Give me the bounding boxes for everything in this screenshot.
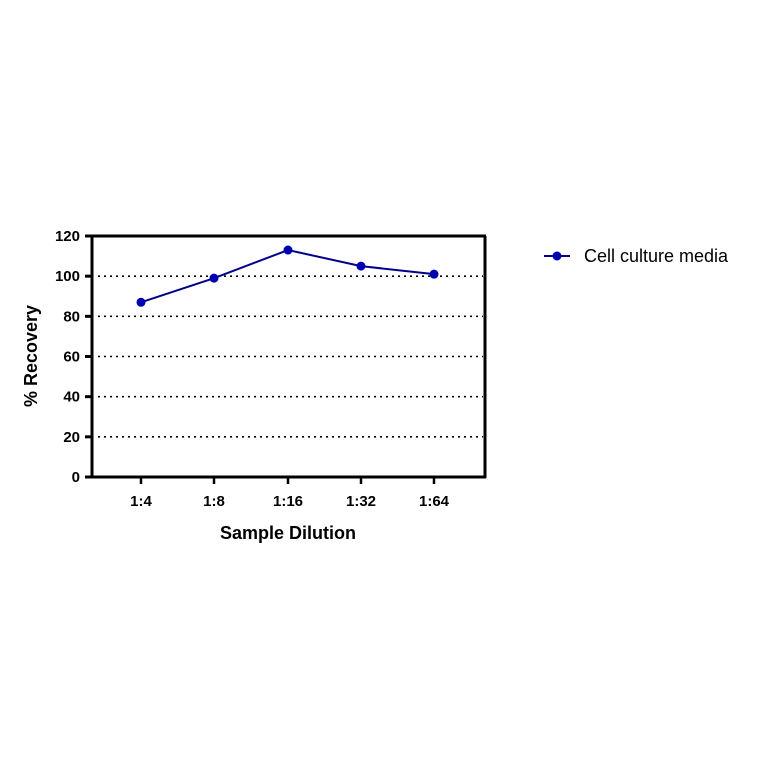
x-tick-label: 1:64 bbox=[419, 493, 450, 510]
y-tick-label: 100 bbox=[55, 268, 80, 285]
legend-marker bbox=[552, 251, 562, 261]
legend: Cell culture media bbox=[544, 246, 729, 266]
x-ticks: 1:4 1:8 1:16 1:32 1:64 bbox=[130, 477, 450, 510]
x-tick-label: 1:16 bbox=[273, 493, 303, 510]
y-tick-label: 0 bbox=[72, 469, 80, 486]
y-tick-label: 20 bbox=[63, 429, 80, 446]
data-point bbox=[209, 273, 219, 283]
axes bbox=[90, 234, 487, 479]
y-axis-title: % Recovery bbox=[21, 305, 41, 407]
y-tick-label: 60 bbox=[63, 349, 80, 366]
legend-label: Cell culture media bbox=[584, 246, 729, 266]
data-point bbox=[429, 269, 439, 279]
series-line bbox=[140, 249, 435, 304]
y-tick-label: 40 bbox=[63, 389, 80, 406]
gridlines bbox=[98, 275, 483, 438]
data-point bbox=[283, 245, 293, 255]
y-ticks: 0 20 40 60 80 100 120 bbox=[55, 228, 92, 486]
x-tick-label: 1:8 bbox=[203, 493, 225, 510]
data-point bbox=[136, 297, 146, 307]
x-tick-label: 1:32 bbox=[346, 493, 376, 510]
x-axis-title: Sample Dilution bbox=[220, 523, 356, 543]
y-tick-label: 80 bbox=[63, 308, 80, 325]
data-point bbox=[356, 261, 366, 271]
y-tick-label: 120 bbox=[55, 228, 80, 245]
x-tick-label: 1:4 bbox=[130, 493, 152, 510]
series bbox=[136, 245, 439, 307]
